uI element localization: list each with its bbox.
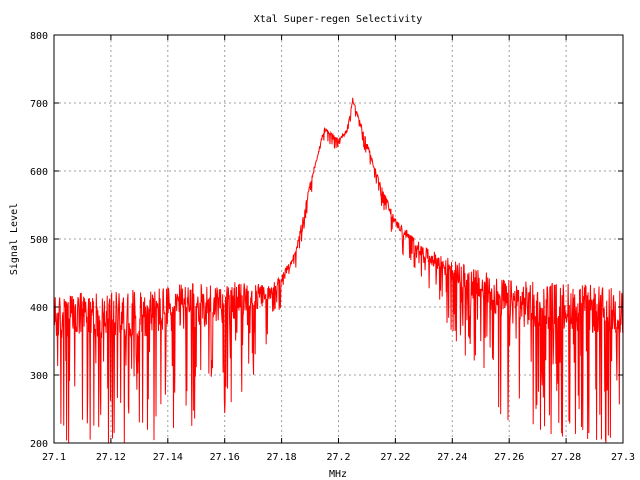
x-tick-label: 27.24 — [437, 452, 467, 463]
chart-title: Xtal Super-regen Selectivity — [254, 14, 423, 25]
x-tick-label: 27.18 — [267, 452, 297, 463]
y-tick-labels: 200 300 400 500 600 700 800 — [30, 31, 48, 450]
y-tick-label: 400 — [30, 303, 48, 314]
signal-series-line — [53, 97, 624, 444]
y-tick-label: 200 — [30, 439, 48, 450]
x-axis-label: MHz — [329, 469, 347, 480]
x-tick-label: 27.14 — [153, 452, 183, 463]
x-tick-labels: 27.1 27.12 27.14 27.16 27.18 27.2 27.22 27.24 27… — [42, 452, 635, 463]
x-tick-label: 27.28 — [551, 452, 581, 463]
x-tick-label: 27.16 — [210, 452, 240, 463]
y-tick-label: 600 — [30, 167, 48, 178]
y-tick-label: 500 — [30, 235, 48, 246]
y-axis-label: Signal Level — [9, 203, 20, 275]
y-tick-label: 800 — [30, 31, 48, 42]
x-tick-label: 27.22 — [380, 452, 410, 463]
y-tick-label: 300 — [30, 371, 48, 382]
series-layer — [53, 97, 624, 444]
axis-ticks — [53, 34, 624, 444]
x-tick-label: 27.3 — [611, 452, 635, 463]
x-tick-label: 27.2 — [326, 452, 350, 463]
x-tick-label: 27.26 — [494, 452, 524, 463]
y-tick-label: 700 — [30, 99, 48, 110]
x-tick-label: 27.1 — [42, 452, 66, 463]
x-tick-label: 27.12 — [96, 452, 126, 463]
